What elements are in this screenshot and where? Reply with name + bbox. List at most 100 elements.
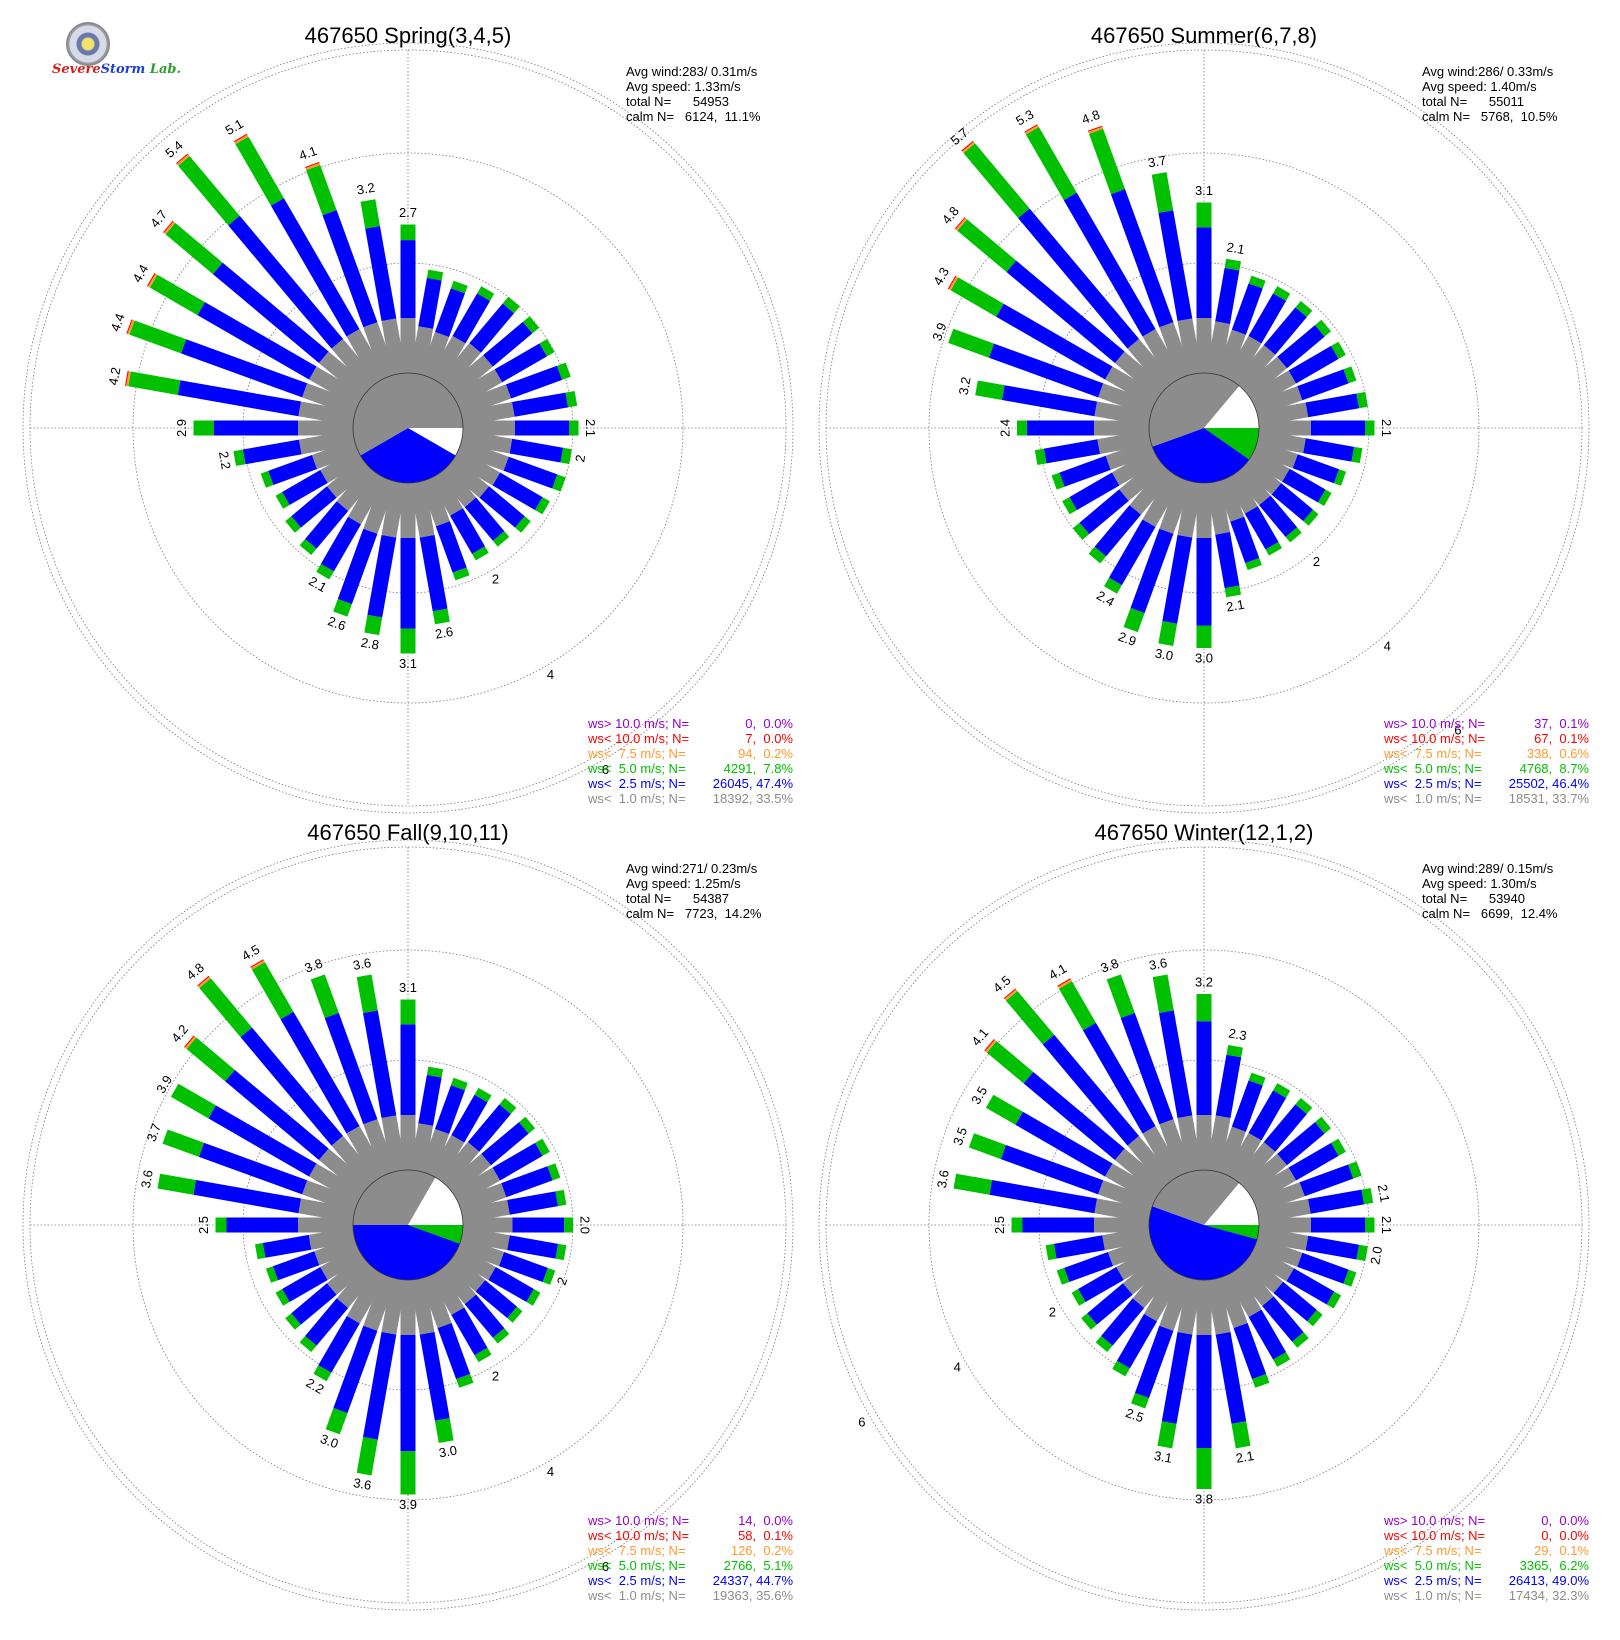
bar-segment-lt7p5 <box>127 319 135 335</box>
bar-segment-lt5 <box>968 1133 1006 1160</box>
bar-segment-lt10 <box>250 959 264 968</box>
wind-rose-panel: 467650 Spring(3,4,5) 2 4 6 2.7 2.1 2 2.6 3.1 2.8 2… <box>22 23 794 814</box>
bar-segment-lt2p5 <box>1120 1012 1174 1125</box>
bar-segment-lt5 <box>310 974 339 1018</box>
stats-line: Avg wind:289/ 0.15m/s <box>1422 861 1554 876</box>
bar-total-label: 3.1 <box>399 656 417 671</box>
stats-line: Avg speed: 1.33m/s <box>626 79 741 94</box>
legend-label: ws< 7.5 m/s; N= <box>587 1543 686 1558</box>
bar-segment-lt7p5 <box>234 134 249 145</box>
bar-segment-lt1 <box>445 1254 486 1292</box>
bar-segment-lt1 <box>451 369 503 407</box>
bar-segment-lt1 <box>1177 1277 1202 1335</box>
bar-segment-lt5 <box>1273 286 1291 301</box>
bar-segment-lt5 <box>1196 202 1212 228</box>
bar-total-label: 2.5 <box>992 1216 1007 1234</box>
bar-segment-lt2p5 <box>1134 1325 1174 1399</box>
bar-segment-lt2p5 <box>324 1012 378 1125</box>
bar-segment-lt5 <box>1315 1116 1331 1134</box>
bar-segment-lt2p5 <box>1215 532 1240 589</box>
bar-total-label: 3.7 <box>144 1121 164 1143</box>
legend-value: 7, 0.0% <box>745 731 793 746</box>
bar-segment-lt1 <box>1094 401 1152 426</box>
bar-segment-lt2p5 <box>1305 393 1360 418</box>
bar-segment-lt5 <box>985 1094 1023 1125</box>
bar-segment-lt1 <box>460 430 513 454</box>
bar-segment-lt2p5 <box>506 365 563 399</box>
bar-segment-lt2p5 <box>452 293 491 344</box>
bar-total-label: 3.2 <box>356 180 376 198</box>
bar-segment-lt1 <box>410 480 435 538</box>
legend-value: 26413, 49.0% <box>1509 1573 1590 1588</box>
bar-segment-lt2p5 <box>1043 439 1100 464</box>
bar-segment-lt5 <box>233 449 246 466</box>
bar-segment-lt2p5 <box>228 215 343 349</box>
bar-segment-lt5 <box>275 492 290 509</box>
bar-segment-lt2p5 <box>1292 454 1340 484</box>
bar-total-label: 3.1 <box>399 980 417 995</box>
bar-segment-lt5 <box>507 1306 523 1323</box>
chart-title: 467650 Winter(12,1,2) <box>1095 820 1314 845</box>
bar-segment-lt10 <box>1003 988 1016 999</box>
bar-segment-lt2p5 <box>1059 455 1111 487</box>
bar-segment-lt2p5 <box>197 302 317 380</box>
ring-label: 4 <box>547 667 554 682</box>
bar-segment-lt5 <box>1307 1309 1323 1327</box>
bar-segment-lt2p5 <box>1233 1323 1267 1380</box>
bar-segment-lt10 <box>1057 978 1071 987</box>
bar-segment-lt2p5 <box>400 1335 416 1452</box>
bar-segment-lt5 <box>1224 585 1241 598</box>
bar-segment-lt2p5 <box>1259 495 1298 537</box>
bar-segment-lt7p5 <box>250 960 265 970</box>
bar-segment-lt5 <box>1045 1243 1057 1261</box>
bar-segment-lt5 <box>986 1041 1034 1084</box>
bar-segment-lt1 <box>381 1115 406 1173</box>
bar-segment-lt10 <box>1024 124 1038 133</box>
bar-segment-lt1 <box>302 383 359 417</box>
stats-line: calm N= 6124, 11.1% <box>626 109 761 124</box>
severe-storm-lab-logo: SevereStorm Lab. <box>52 22 181 84</box>
bar-segment-lt1 <box>1116 1246 1161 1280</box>
bar-segment-lt5 <box>356 1437 378 1476</box>
bar-segment-lt2p5 <box>1263 1104 1307 1152</box>
bar-segment-lt2p5 <box>291 486 337 528</box>
bar-segment-lt2p5 <box>198 1142 308 1195</box>
legend-value: 0, 0.0% <box>1541 1513 1589 1528</box>
bar-segment-lt10 <box>197 975 210 987</box>
legend-value: 18392, 33.5% <box>713 791 794 806</box>
bar-segment-lt2p5 <box>1248 1309 1287 1360</box>
bar-segment-lt5 <box>1017 420 1027 436</box>
calm-slice <box>1152 428 1250 484</box>
bar-segment-lt7p5 <box>176 154 190 166</box>
bar-segment-lt2p5 <box>1297 1252 1349 1284</box>
bar-segment-lt2p5 <box>483 321 533 367</box>
bar-segment-lt2p5 <box>1162 535 1193 624</box>
calm-slice <box>408 428 463 456</box>
bar-segment-lt1 <box>1094 1198 1152 1223</box>
bar-total-label: 4.8 <box>939 203 962 226</box>
legend-value: 2766, 5.1% <box>724 1558 794 1573</box>
bar-segment-lt5 <box>975 380 1005 400</box>
bar-segment-lt5 <box>1072 522 1090 540</box>
bar-segment-lt10 <box>147 273 156 287</box>
bar-segment-lt5 <box>356 974 378 1013</box>
bar-segment-lt1 <box>1114 351 1167 399</box>
legend-label: ws< 2.5 m/s; N= <box>587 776 686 791</box>
bar-segment-lt2p5 <box>1308 1189 1365 1214</box>
legend-value: 14, 0.0% <box>738 1513 793 1528</box>
bar-segment-lt5 <box>452 567 470 581</box>
bar-total-label: 3.6 <box>1148 955 1168 973</box>
bar-segment-lt1 <box>1206 321 1230 376</box>
bar-segment-lt2p5 <box>400 1024 416 1115</box>
bar-segment-lt1 <box>410 1123 434 1173</box>
calm-outline <box>352 1169 464 1281</box>
bar-total-label: 4.8 <box>1080 107 1102 127</box>
bar-segment-lt5 <box>555 1189 567 1207</box>
bar-segment-lt2p5 <box>1263 307 1307 355</box>
stats-line: total N= 54387 <box>626 891 729 906</box>
bar-segment-lt10 <box>305 161 320 168</box>
bar-segment-lt1 <box>457 439 509 471</box>
bar-segment-lt5 <box>426 1066 444 1078</box>
bar-segment-lt5 <box>1226 1045 1243 1058</box>
